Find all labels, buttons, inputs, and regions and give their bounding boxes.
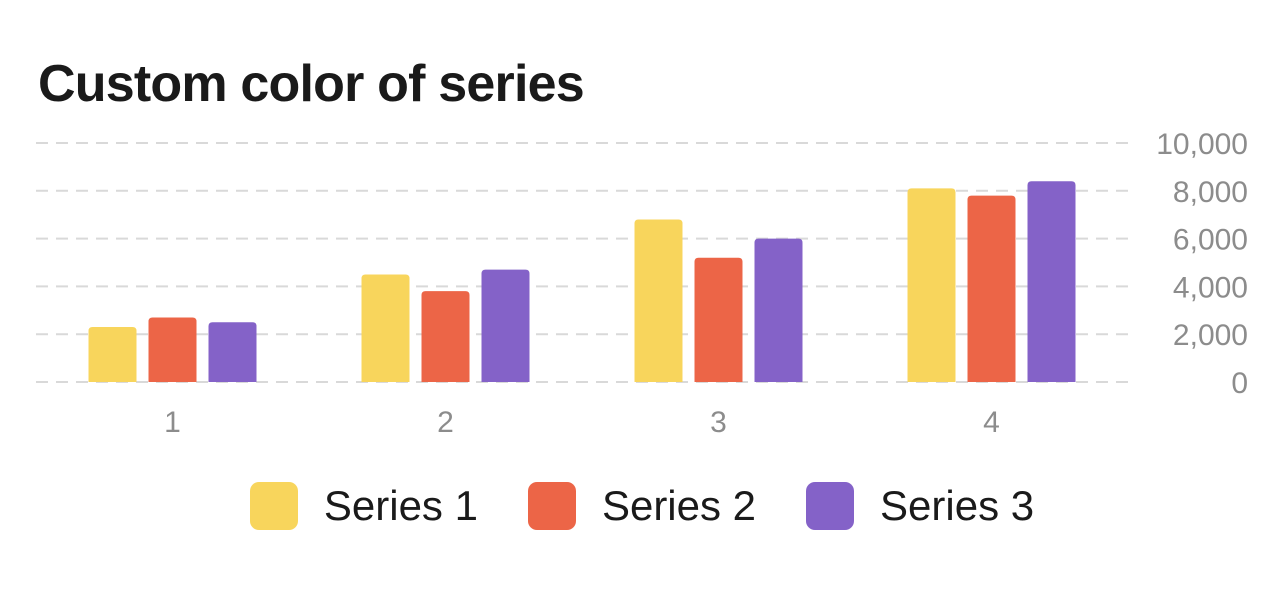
bars: [88, 181, 1076, 382]
legend-label-series-3: Series 3: [880, 482, 1035, 529]
y-tick-label: 4,000: [1173, 271, 1248, 304]
x-tick-label: 1: [164, 406, 181, 439]
bar-series-1-category-2[interactable]: [361, 274, 410, 382]
bar-series-3-category-4[interactable]: [1027, 181, 1076, 382]
chart-title: Custom color of series: [38, 55, 585, 113]
legend-item-series-3[interactable]: Series 3: [806, 482, 1034, 530]
bar-series-2-category-2[interactable]: [421, 291, 470, 382]
legend-swatch-series-1: [249, 482, 298, 530]
legend-label-series-2: Series 2: [601, 482, 757, 529]
y-tick-label: 8,000: [1173, 176, 1248, 209]
legend: Series 1 Series 2 Series 3: [0, 482, 1284, 530]
bar-series-2-category-3[interactable]: [694, 257, 743, 382]
bar-chart: 0 2,000 4,000 6,000 8,000 10,000 1 2 3 4: [36, 128, 1248, 439]
legend-item-series-1[interactable]: Series 1: [249, 482, 478, 530]
y-tick-label: 6,000: [1173, 224, 1248, 257]
bar-series-1-category-3[interactable]: [634, 219, 683, 382]
y-tick-label: 10,000: [1156, 128, 1248, 161]
bar-series-3-category-2[interactable]: [481, 269, 530, 382]
legend-label-series-1: Series 1: [323, 482, 478, 529]
x-tick-label: 2: [437, 406, 454, 439]
legend-swatch-series-2: [527, 482, 576, 530]
bar-series-2-category-1[interactable]: [148, 317, 197, 382]
bar-series-3-category-3[interactable]: [754, 238, 803, 382]
y-tick-label: 0: [1231, 367, 1248, 400]
bar-series-2-category-4[interactable]: [967, 195, 1016, 382]
x-tick-label: 4: [983, 406, 1000, 439]
legend-swatch-series-3: [806, 482, 855, 530]
bar-series-1-category-4[interactable]: [907, 188, 956, 382]
y-tick-label: 2,000: [1173, 319, 1248, 352]
bar-series-3-category-1[interactable]: [208, 322, 257, 382]
legend-item-series-2[interactable]: Series 2: [527, 482, 757, 530]
x-tick-label: 3: [710, 406, 727, 439]
bar-series-1-category-1[interactable]: [88, 327, 137, 382]
x-axis-ticks: 1 2 3 4: [164, 406, 1000, 439]
y-axis-ticks: 0 2,000 4,000 6,000 8,000 10,000: [1156, 128, 1248, 400]
gridlines: [36, 142, 1128, 383]
